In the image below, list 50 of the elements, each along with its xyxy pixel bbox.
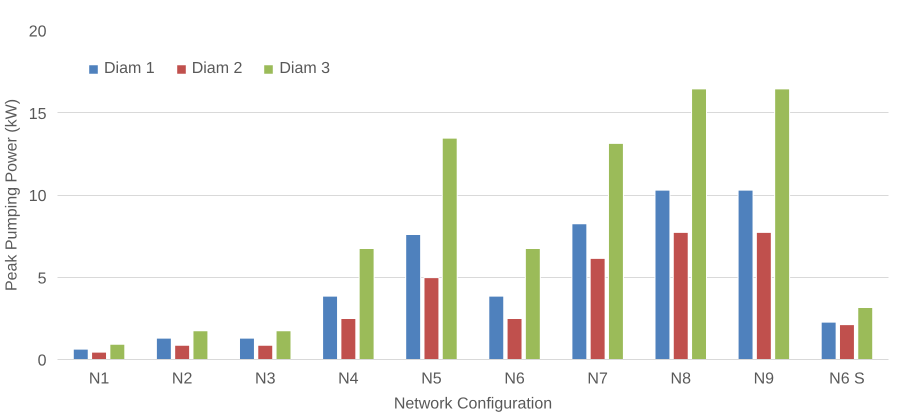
bar — [174, 344, 190, 360]
bar — [524, 248, 541, 360]
bar — [257, 344, 274, 360]
bar — [608, 142, 624, 360]
x-tick-label: N2 — [172, 370, 192, 388]
legend-label: Diam 2 — [192, 60, 242, 78]
y-tick-label: 15 — [28, 106, 47, 123]
x-axis-title: Network Configuration — [394, 396, 552, 412]
bar — [838, 324, 855, 360]
bar — [423, 277, 440, 360]
x-tick-label: N9 — [754, 370, 774, 388]
x-tick-label: N4 — [338, 370, 359, 388]
y-tick-label: 5 — [38, 270, 47, 288]
bar — [442, 138, 458, 360]
bar — [72, 348, 89, 360]
legend-label: Diam 1 — [104, 60, 155, 78]
bar — [691, 88, 708, 360]
bar — [109, 344, 126, 360]
bar — [672, 232, 689, 360]
bar — [358, 248, 375, 360]
y-tick-label: 10 — [28, 188, 47, 205]
bar — [857, 307, 874, 360]
x-tick-label: N6 — [504, 370, 525, 388]
y-tick-label: 20 — [28, 24, 47, 40]
bar — [322, 296, 338, 360]
bar — [590, 258, 606, 360]
legend-label: Diam 3 — [279, 60, 330, 78]
bar — [506, 318, 523, 360]
bar — [340, 318, 356, 360]
bar — [276, 330, 292, 360]
x-tick-label: N8 — [670, 370, 692, 388]
x-tick-label: N6 S — [829, 370, 865, 388]
bar — [488, 296, 504, 360]
bar — [756, 232, 772, 360]
x-tick-label: N7 — [587, 370, 608, 388]
y-tick-label: 0 — [38, 352, 47, 370]
bar — [654, 190, 670, 360]
x-tick-label: N5 — [421, 370, 442, 388]
x-tick-label: N3 — [255, 370, 276, 388]
bar — [238, 338, 255, 360]
x-tick-label: N1 — [88, 370, 110, 388]
bar — [91, 352, 108, 360]
y-axis-title: Peak Pumping Power (kW) — [4, 98, 21, 292]
bar — [192, 330, 208, 360]
bar — [405, 234, 422, 360]
bar — [156, 338, 172, 360]
bar — [820, 322, 837, 360]
bar — [774, 88, 790, 360]
bar — [738, 190, 754, 360]
bar — [571, 223, 588, 360]
